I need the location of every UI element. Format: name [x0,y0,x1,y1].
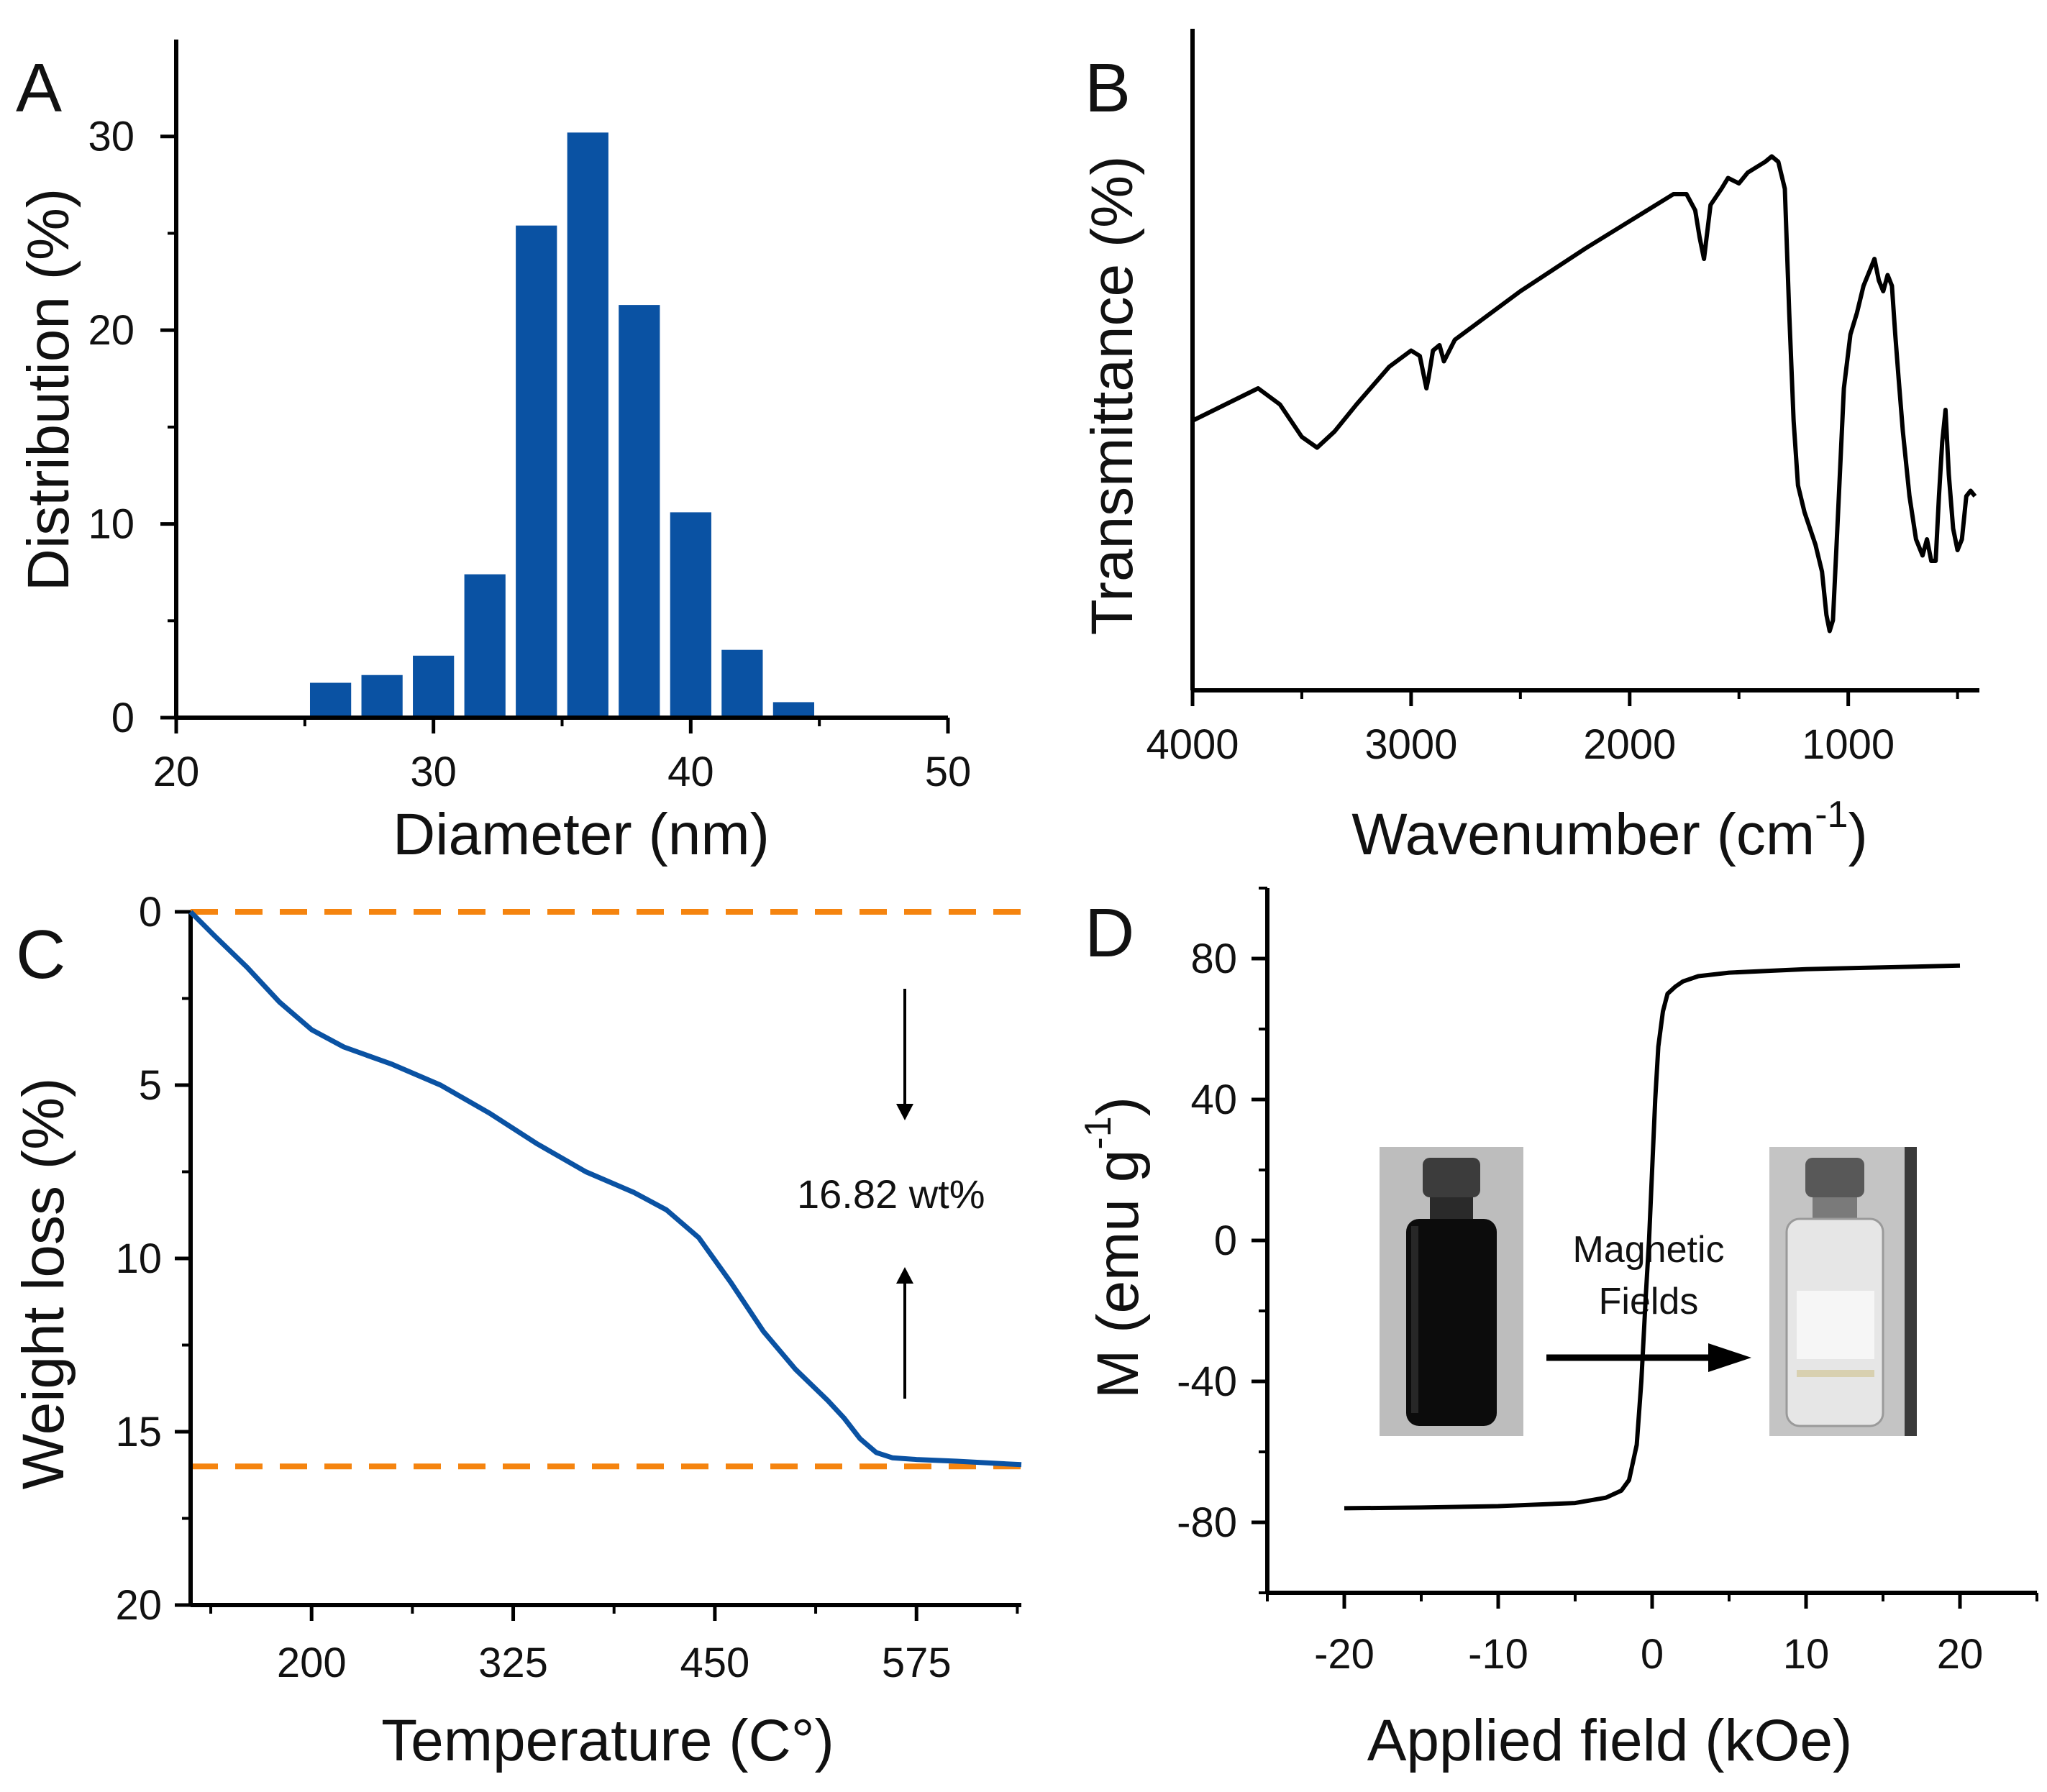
histogram-bar [721,649,763,718]
vial-photo-before [1380,1147,1523,1436]
y-tick-label: 0 [111,695,135,741]
x-tick-label: 20 [1937,1631,1984,1678]
vial-liquid-highlight [1797,1291,1874,1359]
y-axis-label-d: M (emu g-1) [1077,1097,1151,1399]
panel-label-c: C [16,916,65,993]
y-tick-label: 5 [139,1062,162,1109]
x-tick-label: 450 [680,1640,749,1686]
y-tick-label: 10 [115,1235,162,1282]
weight-loss-annotation: 16.82 wt% [797,1171,985,1217]
panel-b-ftir: B 4000 3000 2000 1000 Wavenumber (cm-1) Tra… [1080,29,1979,867]
x-axis-label-b: Wavenumber (cm-1) [1351,794,1868,867]
x-tick-label: 1000 [1802,721,1895,768]
inset-label-fields: Fields [1599,1281,1699,1322]
x-axis-label-a: Diameter (nm) [393,802,770,867]
histogram-bar [670,512,711,718]
x-tick-label: 3000 [1364,721,1457,768]
x-tick-label: -20 [1314,1631,1374,1678]
tga-curve [188,910,1022,1468]
panel-d-axes: -20 -10 0 10 20 80 40 0 -40 -80 [1177,887,2038,1678]
x-axis-label-c: Temperature (C°) [381,1708,834,1773]
panel-label-b: B [1085,50,1131,127]
histogram-bar [361,675,403,718]
vial-body-dark [1406,1219,1497,1426]
panel-b-axes: 4000 3000 2000 1000 [1146,29,1979,768]
panel-label-a: A [16,50,62,127]
vial-neck [1430,1197,1473,1219]
x-tick-label: -10 [1468,1631,1528,1678]
panel-a-histogram: A 20 30 40 50 0 10 20 30 Diameter (nm) Distribu… [16,40,971,867]
arrow-up-head [896,1267,913,1284]
histogram-bar [309,682,352,718]
y-tick-label: 10 [88,501,135,548]
ftir-spectrum-line [1191,154,1977,634]
y-tick-label: 0 [139,889,162,936]
histogram-bar [567,132,608,718]
y-tick-label: -40 [1177,1358,1237,1405]
y-axis-label-c: Weight loss (%) [11,1078,76,1490]
x-tick-label: 575 [882,1640,952,1686]
x-tick-label: 30 [410,749,457,795]
x-tick-label: 50 [925,749,972,795]
panel-c-axes: 200 325 450 575 0 5 10 15 20 [115,889,1021,1686]
y-tick-label: 80 [1190,936,1237,982]
tga-guide-lines [191,909,1021,1470]
vial-glare [1411,1226,1418,1413]
magnet-edge [1905,1147,1917,1436]
histogram-bar [413,655,455,718]
y-axis-label-b: Transmittance (%) [1080,156,1145,636]
arrow-down-head [896,1104,913,1120]
x-axis-label-d: Applied field (kOe) [1367,1708,1853,1773]
y-tick-label: 20 [88,307,135,354]
x-tick-label: 10 [1783,1631,1830,1678]
histogram-bar [516,225,557,718]
y-tick-label: 20 [115,1582,162,1629]
x-tick-label: 0 [1641,1631,1664,1678]
x-tick-label: 2000 [1583,721,1676,768]
x-tick-label: 4000 [1146,721,1239,768]
vial-residue [1797,1370,1874,1377]
panel-label-d: D [1085,895,1134,972]
inset-arrow-head [1708,1343,1751,1372]
x-tick-label: 40 [667,749,714,795]
y-tick-label: 40 [1190,1076,1237,1123]
x-tick-label: 200 [277,1640,347,1686]
histogram-bar [464,574,506,718]
x-tick-label: 20 [153,749,200,795]
weight-loss-arrows [896,989,913,1399]
histogram-bar [619,305,660,718]
y-tick-label: 0 [1214,1217,1237,1264]
y-tick-label: 15 [115,1409,162,1455]
hysteresis-curve [1344,963,1961,1511]
vial-photo-after [1769,1147,1917,1436]
y-axis-label-a: Distribution (%) [16,188,81,591]
y-tick-label: -80 [1177,1499,1237,1546]
panel-a-axes: 20 30 40 50 0 10 20 30 [88,40,971,795]
vial-neck [1813,1197,1857,1219]
histogram-bars [309,132,815,718]
vial-cap [1805,1158,1864,1197]
vial-cap [1423,1158,1480,1197]
y-tick-label: 30 [88,114,135,160]
panel-c-tga: C 200 325 450 575 0 5 10 15 20 16.82 wt% Tempera… [11,889,1022,1773]
histogram-bar [772,702,815,718]
x-tick-label: 325 [478,1640,548,1686]
